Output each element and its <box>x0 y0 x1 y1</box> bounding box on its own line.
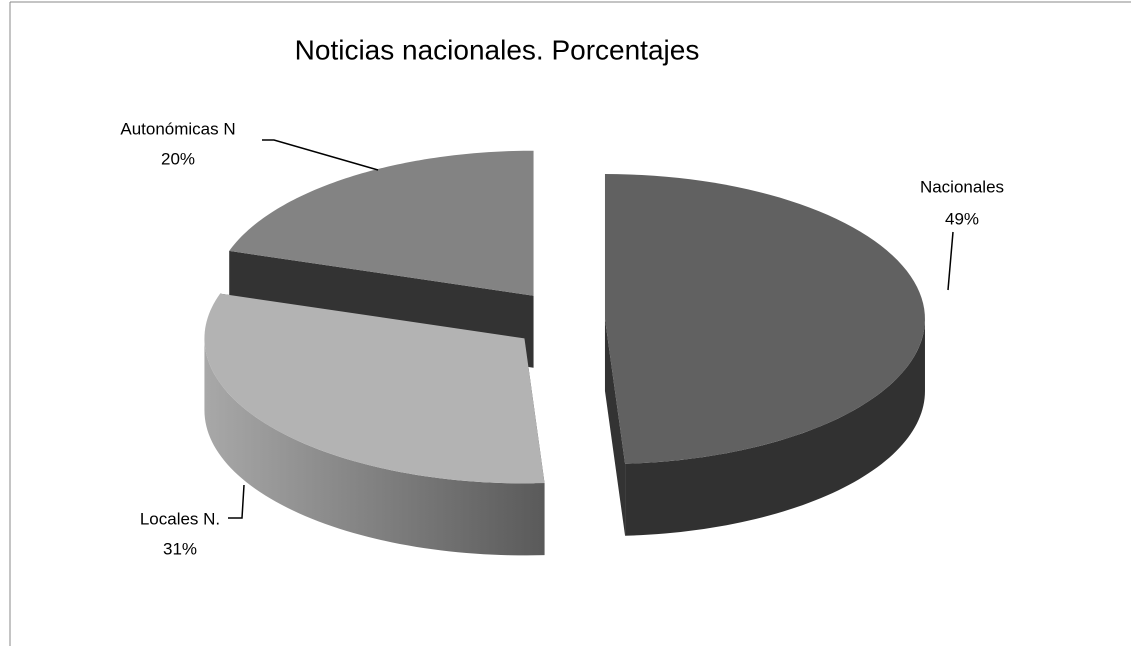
pie <box>204 150 925 556</box>
value-label: 31% <box>163 539 197 558</box>
slice-side <box>625 319 925 536</box>
slice-cut-face <box>604 319 626 536</box>
leader-line <box>228 484 245 519</box>
chart-title: Noticias nacionales. Porcentajes <box>295 34 700 65</box>
slice <box>204 293 545 484</box>
leader-line <box>947 231 954 291</box>
category-label: Autonómicas N <box>120 119 235 138</box>
slice-side <box>204 338 545 556</box>
leader-line <box>262 139 379 171</box>
labels: Nacionales 49% Locales N. 31% Autonómicas N 2… <box>120 119 1004 558</box>
slice <box>604 174 925 464</box>
value-label: 20% <box>161 149 195 168</box>
category-label: Locales N. <box>140 509 220 528</box>
slice <box>229 150 534 296</box>
value-label: 49% <box>945 209 979 228</box>
category-label: Nacionales <box>920 177 1004 196</box>
